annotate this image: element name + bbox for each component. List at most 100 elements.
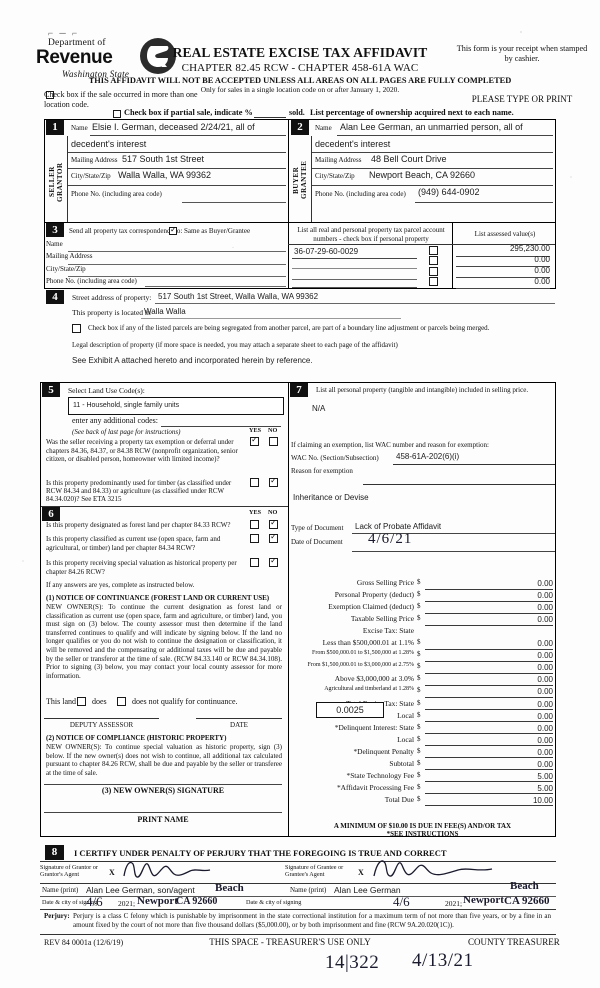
buyer-name-value[interactable]: Alan Lee German, an unmarried person, al…: [340, 122, 523, 132]
tax-row-dollar-16: $: [417, 770, 421, 779]
grantee-date-value[interactable]: 4/6: [393, 894, 410, 909]
additional-codes-line[interactable]: [161, 426, 281, 427]
does-not-qualify-checkbox[interactable]: [117, 697, 126, 706]
grantor-name-line: [40, 896, 288, 897]
grantor-statezip-hw[interactable]: CA 92660: [176, 896, 218, 907]
section5-q1-yes-checkbox[interactable]: [250, 478, 259, 487]
does-qualify-checkbox[interactable]: [77, 697, 86, 706]
tax-row-value-5[interactable]: 0.00: [537, 639, 553, 649]
section6-question-2: Is this property receiving special valua…: [46, 559, 237, 576]
assessed-value-1[interactable]: 0.00: [534, 255, 550, 264]
seller-city-value[interactable]: Walla Walla, WA 99362: [118, 170, 212, 180]
buyer-mailing-value[interactable]: 48 Bell Court Drive: [371, 154, 447, 164]
assessed-line-2: [456, 277, 550, 278]
buyer-name-value-2[interactable]: decedent's interest: [315, 139, 391, 149]
assessed-value-0[interactable]: 295,230.00: [509, 244, 550, 253]
section6-q2-yes-checkbox[interactable]: [250, 558, 259, 567]
parcel-personal-property-checkbox-2[interactable]: [429, 267, 438, 276]
tax-row-value-3[interactable]: 0.00: [537, 615, 553, 625]
section6-q2-no-checkbox[interactable]: [269, 556, 278, 567]
grantor-name-print-value[interactable]: Alan Lee German, son/agent: [86, 885, 195, 895]
section6-question-1: Is this property classified as current u…: [46, 535, 221, 552]
deputy-assessor-sig-line[interactable]: [44, 718, 159, 719]
tax-row-value-15[interactable]: 0.00: [537, 759, 553, 769]
multi-location-checkbox[interactable]: [46, 91, 54, 99]
assessed-value-3[interactable]: 0.00: [534, 277, 550, 286]
tax-row-value-17[interactable]: 5.00: [537, 783, 553, 793]
tax-row-label-7: From $1,500,000.01 to $3,000,000 at 2.75…: [307, 662, 415, 669]
tax-row-value-16[interactable]: 5.00: [537, 771, 553, 781]
parcel-personal-property-checkbox-0[interactable]: [429, 246, 438, 255]
section6-q1-yes-checkbox[interactable]: [250, 534, 259, 543]
assessed-value-2[interactable]: 0.00: [534, 266, 550, 275]
tax-row-value-18[interactable]: 10.00: [532, 795, 553, 805]
print-name-line[interactable]: [44, 812, 282, 813]
tax-row-value-0[interactable]: 0.00: [537, 579, 553, 588]
partial-sale-input-line[interactable]: [254, 117, 286, 118]
tax-row-line-18: [425, 805, 553, 807]
section3-mailing-line[interactable]: [68, 264, 286, 265]
segregation-checkbox[interactable]: [72, 324, 81, 333]
tax-row-value-6[interactable]: 0.00: [537, 651, 553, 661]
parcel-number-0[interactable]: 36-07-29-60-0029: [294, 247, 359, 256]
buyer-grantee-side-label: BUYER GRANTEE: [292, 160, 308, 200]
partial-sale-checkbox[interactable]: [113, 110, 121, 118]
parcel-personal-property-checkbox-3[interactable]: [429, 277, 438, 286]
same-as-buyer-checkbox[interactable]: [169, 225, 177, 235]
tax-row-value-8[interactable]: 0.00: [537, 675, 553, 685]
land-use-code-box[interactable]: 11 - Household, single family units: [68, 397, 284, 415]
section5-q0-yes-checkbox[interactable]: [250, 435, 259, 446]
parcel-personal-property-checkbox-1[interactable]: [429, 256, 438, 265]
new-owner-sig-line[interactable]: [44, 784, 282, 785]
seller-name-value[interactable]: Elsie I. German, deceased 2/24/21, all o…: [92, 122, 255, 132]
section5-q1-no-checkbox[interactable]: [269, 476, 278, 487]
section6-q0-no-checkbox[interactable]: [269, 518, 278, 529]
seller-grantor-side-label: SELLER GRANTOR: [48, 162, 64, 202]
footer-rev-number: REV 84 0001a (12/6/19): [44, 938, 124, 947]
tax-row-value-10[interactable]: 0.00: [537, 699, 553, 709]
grantor-signature-ink[interactable]: [118, 858, 238, 880]
grantor-city-hw[interactable]: Newport: [137, 895, 178, 907]
street-address-value[interactable]: 517 South 1st Street, Walla Walla, WA 99…: [158, 292, 319, 301]
seller-mailing-value[interactable]: 517 South 1st Street: [122, 154, 205, 164]
grantee-signature-ink[interactable]: [368, 856, 508, 880]
located-in-value[interactable]: Walla Walla: [144, 307, 186, 316]
grantor-name-print-label: Name (print): [42, 886, 79, 894]
type-of-document-value[interactable]: Lack of Probate Affidavit: [355, 522, 442, 531]
seller-name-value-2[interactable]: decedent's interest: [71, 139, 147, 149]
ownership-percentage-note: List percentage of ownership acquired ne…: [310, 108, 514, 117]
tax-row-value-1[interactable]: 0.00: [537, 591, 553, 601]
buyer-city-value[interactable]: Newport Beach, CA 92660: [369, 170, 476, 180]
personal-property-value[interactable]: N/A: [312, 404, 326, 413]
parcel-line-0: [292, 258, 417, 259]
grantor-date-value[interactable]: 4/6: [86, 894, 103, 909]
wac-value[interactable]: 458-61A-202(6)(i): [396, 452, 460, 461]
deputy-date-line[interactable]: [196, 718, 282, 719]
section3-phone-line[interactable]: [145, 286, 286, 287]
tax-row-label-3: Taxable Selling Price: [350, 614, 414, 624]
tax-row-value-11[interactable]: 0.00: [537, 711, 553, 721]
sec8-divider: [40, 861, 556, 862]
legal-description-value[interactable]: See Exhibit A attached hereto and incorp…: [72, 356, 313, 365]
reason-value[interactable]: Inheritance or Devise: [293, 493, 369, 502]
section3-city-line[interactable]: [68, 276, 286, 277]
seller-city-label: City/State/Zip: [71, 172, 111, 180]
section6-q1-no-checkbox[interactable]: [269, 532, 278, 543]
tax-row-value-7[interactable]: 0.00: [537, 663, 553, 673]
date-of-document-value[interactable]: 4/6/21: [368, 531, 413, 547]
tax-row-value-13[interactable]: 0.00: [537, 735, 553, 745]
section6-q0-yes-checkbox[interactable]: [250, 520, 259, 529]
buyer-phone-value[interactable]: (949) 644-0902: [418, 187, 480, 197]
tax-row-value-12[interactable]: 0.00: [537, 723, 553, 733]
section-6-number: 6: [42, 507, 60, 521]
tax-row-value-14[interactable]: 0.00: [537, 747, 553, 757]
tax-row-value-2[interactable]: 0.00: [537, 603, 553, 613]
section3-name-line[interactable]: [68, 251, 286, 252]
grantee-statezip-hw[interactable]: CA 92660: [504, 895, 550, 907]
grantee-name-print-value[interactable]: Alan Lee German: [334, 885, 401, 895]
tax-row-line-2: [425, 612, 553, 614]
local-rate-box[interactable]: 0.0025: [316, 702, 384, 718]
section5-q0-no-checkbox[interactable]: [269, 437, 278, 446]
grantee-city-hw[interactable]: Newport: [463, 894, 504, 906]
tax-row-value-9[interactable]: 0.00: [537, 687, 553, 697]
